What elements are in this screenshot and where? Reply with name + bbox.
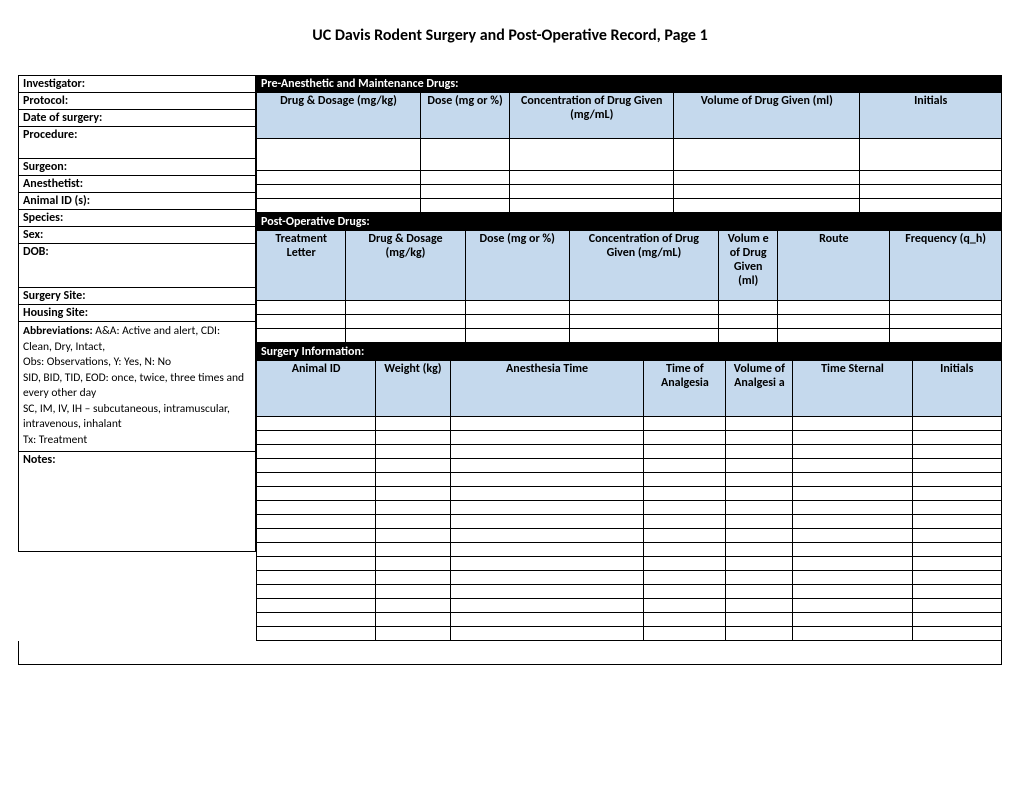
post-op-header: Post-Operative Drugs: — [257, 214, 1002, 231]
pre-col-1: Dose (mg or %) — [420, 93, 509, 139]
table-row — [257, 431, 1002, 445]
species-label: Species: — [19, 210, 256, 227]
table-row — [257, 185, 1002, 199]
post-col-4: Volum e of Drug Given (ml) — [718, 231, 778, 301]
pre-op-header: Pre-Anesthetic and Maintenance Drugs: — [257, 76, 1002, 93]
left-column: Investigator: Protocol: Date of surgery:… — [18, 75, 256, 641]
left-table: Investigator: Protocol: Date of surgery:… — [18, 75, 256, 552]
procedure-label: Procedure: — [19, 127, 256, 159]
post-col-5: Route — [778, 231, 890, 301]
pre-col-0: Drug & Dosage (mg/kg) — [257, 93, 421, 139]
notes-label: Notes: — [19, 452, 256, 552]
pre-col-2: Concentration of Drug Given (mg/mL) — [510, 93, 674, 139]
anesthetist-label: Anesthetist: — [19, 176, 256, 193]
table-row — [257, 613, 1002, 627]
table-row — [257, 515, 1002, 529]
surg-col-3: Time of Analgesia — [644, 361, 726, 417]
table-row — [257, 529, 1002, 543]
animal-id-label: Animal ID (s): — [19, 193, 256, 210]
table-row — [257, 571, 1002, 585]
surgery-site-label: Surgery Site: — [19, 288, 256, 305]
right-column: Pre-Anesthetic and Maintenance Drugs: Dr… — [256, 75, 1002, 641]
table-row — [257, 501, 1002, 515]
protocol-label: Protocol: — [19, 93, 256, 110]
surg-col-5: Time Sternal — [793, 361, 912, 417]
surg-col-2: Anesthesia Time — [450, 361, 644, 417]
table-row — [257, 487, 1002, 501]
table-row — [257, 445, 1002, 459]
pre-op-table: Pre-Anesthetic and Maintenance Drugs: Dr… — [256, 75, 1002, 213]
pre-col-4: Initials — [860, 93, 1002, 139]
surg-col-6: Initials — [912, 361, 1001, 417]
table-row — [257, 585, 1002, 599]
surg-col-0: Animal ID — [257, 361, 376, 417]
surg-col-1: Weight (kg) — [376, 361, 451, 417]
date-label: Date of surgery: — [19, 110, 256, 127]
table-row — [257, 139, 1002, 171]
investigator-label: Investigator: — [19, 76, 256, 93]
abbreviations-cell: Abbreviations: A&A: Active and alert, CD… — [19, 322, 256, 452]
table-row — [257, 627, 1002, 641]
post-col-0: Treatment Letter — [257, 231, 346, 301]
table-row — [257, 199, 1002, 213]
table-row — [257, 329, 1002, 343]
post-op-table: Post-Operative Drugs: Treatment Letter D… — [256, 213, 1002, 343]
page-title: UC Davis Rodent Surgery and Post-Operati… — [18, 26, 1002, 45]
table-row — [257, 417, 1002, 431]
surgeon-label: Surgeon: — [19, 159, 256, 176]
sex-label: Sex: — [19, 227, 256, 244]
bottom-row — [18, 641, 1002, 665]
table-row — [257, 599, 1002, 613]
post-col-3: Concentration of Drug Given (mg/mL) — [569, 231, 718, 301]
table-row — [257, 301, 1002, 315]
form-layout: Investigator: Protocol: Date of surgery:… — [18, 75, 1002, 641]
table-row — [257, 473, 1002, 487]
table-row — [257, 315, 1002, 329]
post-col-6: Frequency (q_h) — [890, 231, 1002, 301]
table-row — [257, 459, 1002, 473]
surg-col-4: Volume of Analgesi a — [726, 361, 793, 417]
pre-col-3: Volume of Drug Given (ml) — [674, 93, 860, 139]
post-col-2: Dose (mg or %) — [465, 231, 569, 301]
surgery-info-header: Surgery Information: — [257, 344, 1002, 361]
dob-label: DOB: — [19, 244, 256, 288]
table-row — [257, 557, 1002, 571]
post-col-1: Drug & Dosage (mg/kg) — [346, 231, 465, 301]
table-row — [257, 171, 1002, 185]
housing-site-label: Housing Site: — [19, 305, 256, 322]
table-row — [257, 543, 1002, 557]
surgery-info-table: Surgery Information: Animal ID Weight (k… — [256, 343, 1002, 641]
